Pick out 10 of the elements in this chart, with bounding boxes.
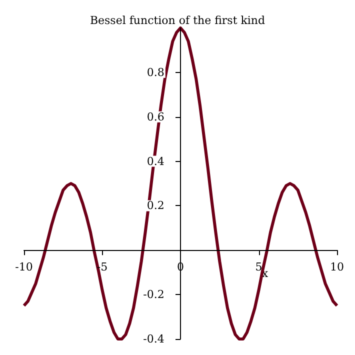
y-tick-label: 0.6 bbox=[146, 110, 164, 124]
x-tick-label: -10 bbox=[15, 260, 33, 274]
y-tick-label: 0.2 bbox=[146, 199, 164, 212]
y-tick-label: 0.4 bbox=[146, 154, 164, 168]
y-tick-label: -0.4 bbox=[143, 332, 164, 346]
y-tick-label: -0.2 bbox=[143, 288, 164, 302]
x-tick-label: 10 bbox=[330, 260, 344, 274]
y-tick-label: 0.8 bbox=[146, 66, 164, 79]
chart-title: Bessel function of the first kind bbox=[90, 14, 266, 27]
x-tick-label: 5 bbox=[255, 260, 262, 274]
